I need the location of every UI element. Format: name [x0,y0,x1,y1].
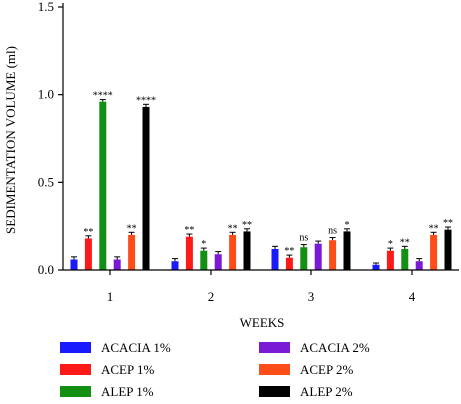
legend-swatch [60,364,91,375]
y-tick-label: 1.5 [38,0,54,14]
bar [185,236,193,270]
x-tick-label: 3 [308,289,315,304]
significance-label: * [388,239,393,250]
bar [99,101,107,271]
bar [430,234,438,270]
legend-label: ACACIA 2% [300,340,370,355]
significance-label: ** [284,246,294,257]
bar [300,247,308,270]
x-tick-label: 1 [107,289,114,304]
bar [329,240,337,270]
significance-label: * [345,220,350,231]
significance-label: ns [299,233,308,244]
significance-label: **** [136,95,156,106]
significance-label: ** [228,223,238,234]
significance-label: ns [328,226,337,237]
y-tick-label: 0.5 [38,174,54,189]
bar [70,259,78,270]
bar [386,250,394,270]
x-tick-label: 2 [208,289,215,304]
significance-label: ** [184,225,194,236]
bar [285,257,293,270]
legend-label: ACEP 1% [101,362,154,377]
legend-swatch [259,364,290,375]
bar [401,248,409,270]
significance-label: ** [400,237,410,248]
bar [372,264,380,270]
significance-label: ** [127,223,137,234]
bar [200,250,208,270]
legend-swatch [259,342,290,353]
y-axis-title: SEDIMENTATION VOLUME (ml) [3,46,18,234]
significance-label: ** [242,220,252,231]
bar [128,234,136,270]
legend-label: ACEP 2% [300,362,353,377]
x-tick-label: 4 [409,289,416,304]
significance-label: ** [429,223,439,234]
legend-swatch [60,386,91,397]
significance-label: * [201,239,206,250]
legend-label: ALEP 1% [101,384,154,399]
bar [271,248,279,270]
bar [415,261,423,270]
bar [243,231,251,270]
bar [214,254,222,270]
y-tick-label: 0.0 [38,262,54,277]
bar [113,259,121,270]
significance-label: **** [93,91,113,102]
bar [171,261,179,270]
axes-layer: 0.0 0.5 1.0 1.5 1 2 3 4 [38,0,459,304]
bar [314,243,322,270]
legend: ACACIA 1% ACEP 1% ALEP 1% ACACIA 2% ACEP 2% A… [60,340,370,399]
legend-swatch [60,342,91,353]
bar [343,231,351,270]
legend-label: ACACIA 1% [101,340,171,355]
legend-label: ALEP 2% [300,384,353,399]
significance-label: ** [443,218,453,229]
y-tick-label: 1.0 [38,87,54,102]
legend-swatch [259,386,290,397]
bar [142,106,150,270]
bar [229,234,237,270]
significance-label: ** [83,227,93,238]
bar [84,238,92,270]
bar [444,229,452,270]
bars-layer: ** **********ns **** ** ns ******** * ** [70,91,453,271]
x-axis-title: WEEKS [240,315,285,330]
